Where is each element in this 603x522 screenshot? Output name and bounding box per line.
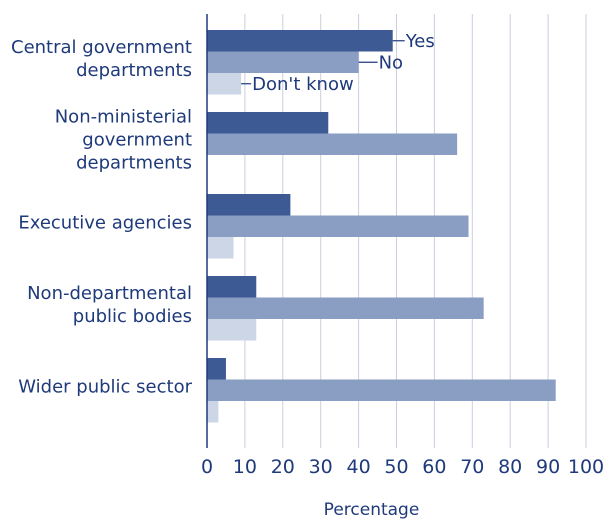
category-labels: Central government departmentsNon-ministe…: [11, 37, 193, 398]
x-tick-label: 40: [347, 456, 371, 478]
x-tick-label: 20: [271, 456, 295, 478]
x-axis-title: Percentage: [324, 500, 420, 520]
x-tick-label: 70: [460, 456, 484, 478]
category-label: Non-ministerial government departments: [55, 106, 192, 173]
legend-label: Yes: [405, 31, 435, 52]
bar: [207, 237, 234, 259]
x-tick-label: 30: [309, 456, 333, 478]
category-label: Non-departmental public bodies: [27, 283, 192, 327]
bars: [207, 30, 556, 423]
x-tick-label: 0: [201, 456, 213, 478]
category-label-line: Non-departmental: [27, 283, 192, 304]
bar: [207, 73, 242, 95]
category-label: Central government departments: [11, 37, 192, 81]
category-label-line: Central government: [11, 37, 192, 58]
bar: [207, 133, 458, 155]
bar: [207, 379, 556, 401]
bar: [207, 30, 393, 52]
category-label-line: departments: [76, 152, 192, 173]
bar: [207, 276, 257, 298]
category-label-line: Executive agencies: [18, 212, 192, 233]
category-label: Executive agencies: [18, 212, 192, 233]
x-tick-label: 100: [568, 456, 603, 478]
category-label-line: Wider public sector: [18, 376, 192, 397]
category-label-line: Non-ministerial: [55, 106, 192, 127]
x-tick-label: 60: [422, 456, 446, 478]
bar: [207, 358, 226, 380]
x-tick-label: 50: [384, 456, 408, 478]
x-tick-label: 90: [536, 456, 560, 478]
x-tick-labels: 0 10 20 30 40 50 60 70 80 90 100: [201, 456, 603, 478]
category-label-line: public bodies: [73, 306, 192, 327]
legend-label: No: [379, 52, 403, 73]
bar: [207, 51, 359, 73]
bar: [207, 297, 484, 319]
x-tick-label: 80: [498, 456, 522, 478]
category-label-line: departments: [76, 60, 192, 81]
bar: [207, 401, 219, 423]
category-label: Wider public sector: [18, 376, 192, 397]
bar: [207, 112, 329, 134]
x-tick-label: 10: [233, 456, 257, 478]
bar: [207, 194, 291, 216]
bar: [207, 215, 469, 237]
legend-label: Don't know: [252, 74, 354, 95]
bar: [207, 319, 257, 341]
category-label-line: government: [82, 129, 192, 150]
